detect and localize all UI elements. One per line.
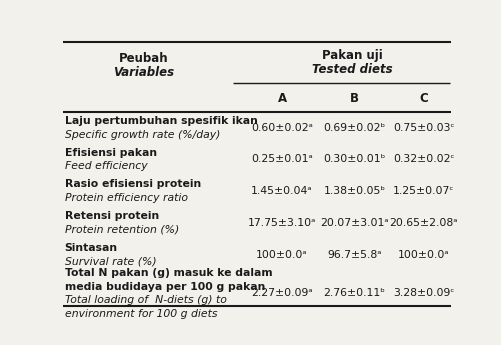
Text: Protein retention (%): Protein retention (%) — [65, 225, 179, 235]
Text: 3.28±0.09ᶜ: 3.28±0.09ᶜ — [393, 288, 454, 298]
Text: 100±0.0ᵃ: 100±0.0ᵃ — [256, 249, 308, 259]
Text: Survival rate (%): Survival rate (%) — [65, 257, 156, 267]
Text: Tested diets: Tested diets — [312, 63, 392, 76]
Text: Variables: Variables — [114, 66, 175, 79]
Text: B: B — [350, 92, 359, 106]
Text: 20.65±2.08ᵃ: 20.65±2.08ᵃ — [389, 218, 458, 228]
Text: 100±0.0ᵃ: 100±0.0ᵃ — [398, 249, 449, 259]
Text: 0.60±0.02ᵃ: 0.60±0.02ᵃ — [251, 123, 313, 133]
Text: C: C — [419, 92, 428, 106]
Text: 2.27±0.09ᵃ: 2.27±0.09ᵃ — [251, 288, 313, 298]
Text: Total loading of  N-diets (g) to: Total loading of N-diets (g) to — [65, 295, 226, 305]
Text: Peubah: Peubah — [119, 52, 169, 65]
Text: Pakan uji: Pakan uji — [322, 49, 382, 62]
Text: Specific growth rate (%/day): Specific growth rate (%/day) — [65, 130, 220, 140]
Text: 2.76±0.11ᵇ: 2.76±0.11ᵇ — [324, 288, 386, 298]
Text: Feed efficiency: Feed efficiency — [65, 161, 147, 171]
Text: Total N pakan (g) masuk ke dalam: Total N pakan (g) masuk ke dalam — [65, 268, 272, 278]
Text: Retensi protein: Retensi protein — [65, 211, 159, 221]
Text: 0.69±0.02ᵇ: 0.69±0.02ᵇ — [324, 123, 386, 133]
Text: Laju pertumbuhan spesifik ikan: Laju pertumbuhan spesifik ikan — [65, 116, 258, 126]
Text: Efisiensi pakan: Efisiensi pakan — [65, 148, 157, 158]
Text: 20.07±3.01ᵃ: 20.07±3.01ᵃ — [320, 218, 389, 228]
Text: 0.75±0.03ᶜ: 0.75±0.03ᶜ — [393, 123, 454, 133]
Text: 1.38±0.05ᵇ: 1.38±0.05ᵇ — [324, 186, 386, 196]
Text: Rasio efisiensi protein: Rasio efisiensi protein — [65, 179, 201, 189]
Text: 0.30±0.01ᵇ: 0.30±0.01ᵇ — [324, 155, 386, 165]
Text: media budidaya per 100 g pakan: media budidaya per 100 g pakan — [65, 282, 265, 292]
Text: Sintasan: Sintasan — [65, 243, 118, 253]
Text: 96.7±5.8ᵃ: 96.7±5.8ᵃ — [327, 249, 382, 259]
Text: Protein efficiency ratio: Protein efficiency ratio — [65, 193, 187, 203]
Text: 1.25±0.07ᶜ: 1.25±0.07ᶜ — [393, 186, 454, 196]
Text: environment for 100 g diets: environment for 100 g diets — [65, 309, 217, 319]
Text: 17.75±3.10ᵃ: 17.75±3.10ᵃ — [248, 218, 316, 228]
Text: A: A — [278, 92, 287, 106]
Text: 0.32±0.02ᶜ: 0.32±0.02ᶜ — [393, 155, 454, 165]
Text: 1.45±0.04ᵃ: 1.45±0.04ᵃ — [251, 186, 313, 196]
Text: 0.25±0.01ᵃ: 0.25±0.01ᵃ — [251, 155, 313, 165]
